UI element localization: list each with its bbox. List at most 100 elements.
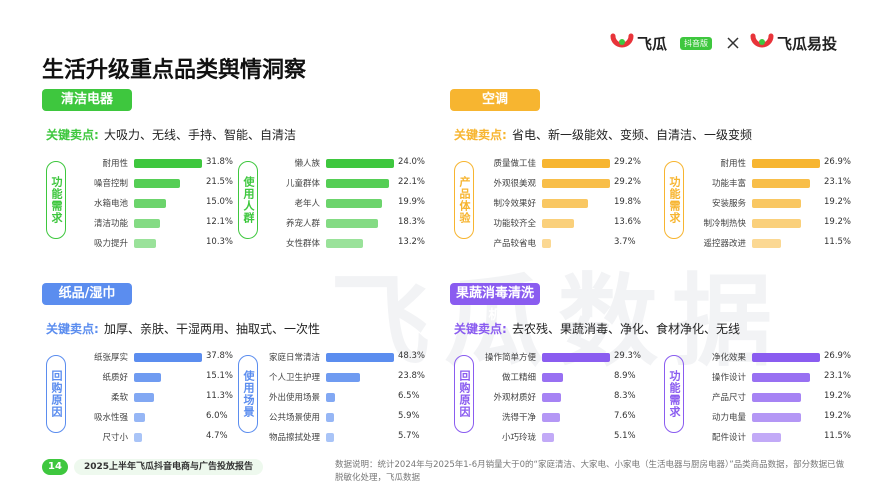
bar (542, 179, 610, 188)
value-label: 19.2% (824, 217, 852, 227)
bar (134, 413, 145, 422)
page-number: 14 (42, 459, 68, 475)
bar (326, 219, 378, 228)
bar (326, 239, 364, 248)
key-label: 关键卖点: (454, 128, 507, 142)
value-label: 21.5% (206, 177, 234, 187)
item-label: 物品擦拭处理 (268, 433, 320, 443)
value-label: 26.9% (824, 351, 852, 361)
item-label: 功能较齐全 (493, 219, 536, 229)
item-label: 外观材质好 (493, 393, 536, 403)
watermark: 飞瓜数据 (330, 263, 786, 380)
value-label: 18.3% (398, 217, 426, 227)
item-label: 净化效果 (711, 353, 746, 363)
group-title: 回购原因 (46, 355, 66, 433)
value-label: 6.5% (398, 391, 420, 401)
brand: 飞瓜 (637, 35, 668, 53)
value-label: 12.1% (206, 217, 234, 227)
item-label: 安装服务 (711, 199, 746, 209)
item-label: 质量做工佳 (493, 159, 536, 169)
brand-badge: 抖音版 (680, 37, 712, 50)
value-label: 4.7% (206, 431, 228, 441)
value-label: 23.1% (824, 177, 852, 187)
item-label: 柔软 (110, 393, 128, 403)
item-label: 操作设计 (711, 373, 746, 383)
value-label: 6.0% (206, 411, 228, 421)
value-label: 13.6% (614, 217, 642, 227)
item-label: 吸力提升 (93, 239, 128, 249)
category-tag: 空调 (450, 89, 540, 111)
bar (542, 433, 554, 442)
value-label: 10.3% (206, 237, 234, 247)
item-label: 耐用性 (720, 159, 746, 169)
bar (326, 159, 394, 168)
bar (326, 179, 389, 188)
item-label: 纸张厚实 (93, 353, 128, 363)
group-title: 功能需求 (664, 355, 684, 433)
bar (752, 219, 801, 228)
group-title: 功能需求 (46, 161, 66, 239)
value-label: 5.7% (398, 431, 420, 441)
item-label: 懒人族 (294, 159, 320, 169)
group-title: 使用人群 (238, 161, 258, 239)
value-label: 11.5% (824, 431, 852, 441)
bar (752, 159, 820, 168)
value-label: 5.1% (614, 431, 636, 441)
value-label: 24.0% (398, 157, 426, 167)
cross (727, 37, 739, 49)
group-title: 回购原因 (454, 355, 474, 433)
bar (752, 373, 811, 382)
value-label: 29.2% (614, 157, 642, 167)
value-label: 8.3% (614, 391, 636, 401)
bar (752, 199, 801, 208)
category-tag: 纸品/湿巾 (42, 283, 132, 305)
item-label: 儿童群体 (285, 179, 320, 189)
key-points: 去农残、果蔬消毒、净化、食材净化、无线 (512, 322, 741, 336)
item-label: 清洁功能 (93, 219, 128, 229)
page-title: 生活升级重点品类舆情洞察 (42, 58, 307, 83)
bar (134, 373, 162, 382)
value-label: 22.1% (398, 177, 426, 187)
item-label: 个人卫生护理 (268, 373, 320, 383)
value-label: 8.9% (614, 371, 636, 381)
bar (542, 219, 574, 228)
item-label: 家庭日常清洁 (268, 353, 320, 363)
bar (134, 433, 143, 442)
item-label: 耐用性 (102, 159, 128, 169)
item-label: 尺寸小 (102, 433, 128, 443)
value-label: 3.7% (614, 237, 636, 247)
category-tag: 果蔬消毒清洗机 (450, 283, 540, 323)
value-label: 19.2% (824, 391, 852, 401)
group-title: 功能需求 (664, 161, 684, 239)
value-label: 11.3% (206, 391, 234, 401)
bar (542, 353, 610, 362)
bar (752, 433, 782, 442)
bar (134, 353, 202, 362)
key-points: 省电、新一级能效、变频、自清洁、一级变频 (512, 128, 753, 142)
bar (326, 199, 383, 208)
value-label: 19.9% (398, 197, 426, 207)
item-label: 产品较省电 (493, 239, 536, 249)
bar (542, 373, 563, 382)
logo-icon (610, 33, 634, 48)
item-label: 吸水性强 (93, 413, 128, 423)
item-label: 外观很美观 (493, 179, 536, 189)
item-label: 产品尺寸 (711, 393, 746, 403)
value-label: 15.0% (206, 197, 234, 207)
value-label: 26.9% (824, 157, 852, 167)
item-label: 纸质好 (102, 373, 128, 383)
bar (542, 239, 551, 248)
bar (542, 199, 589, 208)
report-name: 2025上半年飞瓜抖音电商与广告投放报告 (74, 459, 264, 475)
item-label: 制冷制热快 (703, 219, 746, 229)
bar (326, 373, 360, 382)
data-note: 数据说明：统计2024年与2025年1-6月销量大于0的“家庭清洁、大家电、小家… (335, 460, 845, 483)
bar (134, 393, 155, 402)
item-label: 噪音控制 (93, 179, 128, 189)
item-label: 老年人 (294, 199, 320, 209)
value-label: 29.3% (614, 351, 642, 361)
item-label: 洗得干净 (501, 413, 536, 423)
bar (752, 179, 811, 188)
value-label: 15.1% (206, 371, 234, 381)
